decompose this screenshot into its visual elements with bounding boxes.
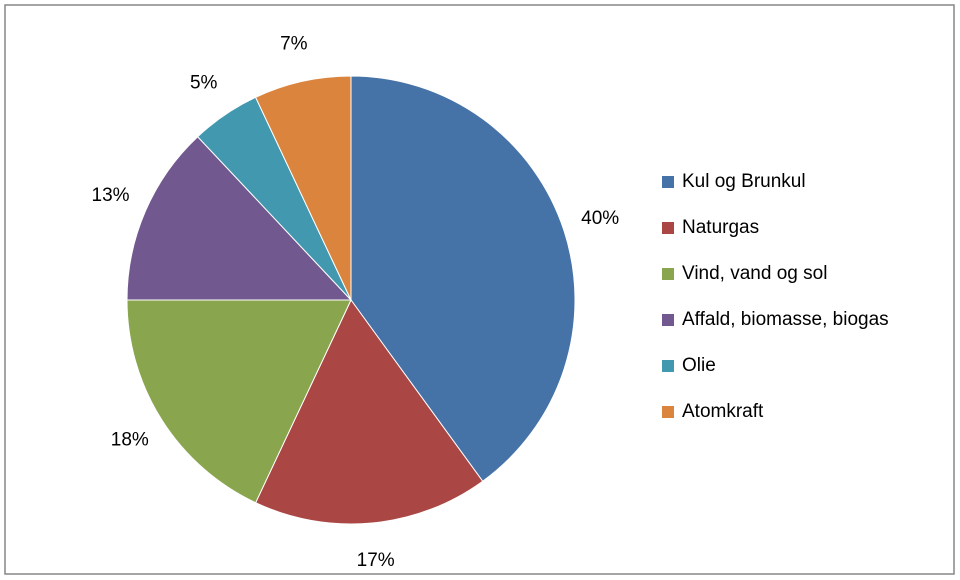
legend-swatch <box>662 360 674 372</box>
pie-slice <box>254 299 484 525</box>
legend-swatch <box>662 406 674 418</box>
legend-swatch <box>662 314 674 326</box>
data-label: 40% <box>581 208 619 229</box>
legend-label: Kul og Brunkul <box>682 171 806 192</box>
legend-label: Olie <box>682 355 716 376</box>
legend-swatch <box>662 222 674 234</box>
legend-label: Vind, vand og sol <box>682 263 827 284</box>
data-label: 18% <box>111 429 149 450</box>
legend-label: Naturgas <box>682 217 759 238</box>
data-label: 7% <box>280 33 308 54</box>
pie-slice <box>126 136 353 301</box>
data-label: 13% <box>92 185 130 206</box>
data-label: 17% <box>357 550 395 571</box>
legend-label: Atomkraft <box>682 401 764 422</box>
pie-slice <box>254 75 352 301</box>
legend-label: Affald, biomasse, biogas <box>682 309 889 330</box>
legend-swatch <box>662 268 674 280</box>
data-label: 5% <box>190 72 218 93</box>
pie-slice <box>350 75 576 482</box>
legend-swatch <box>662 176 674 188</box>
pie-slice <box>126 299 352 504</box>
